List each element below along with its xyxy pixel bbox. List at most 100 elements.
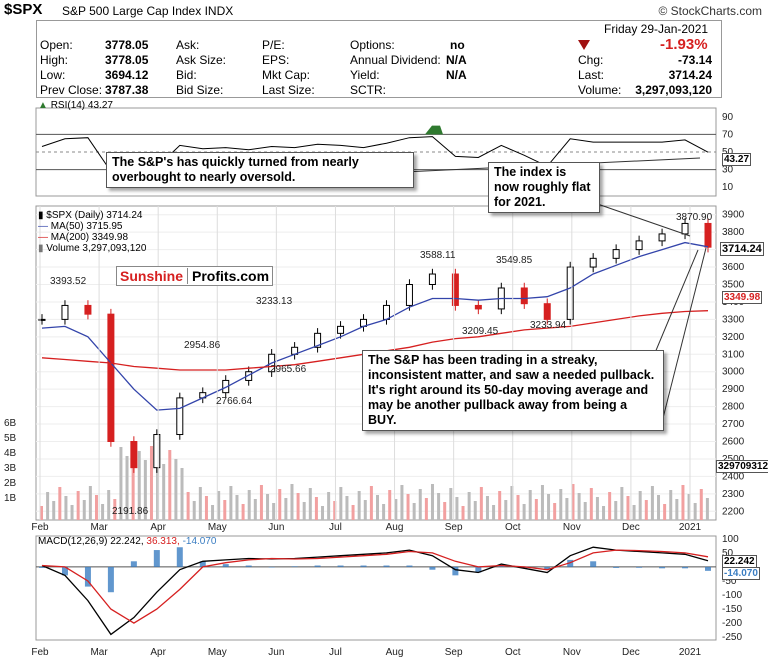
macd-hist-tag: -14.070: [722, 567, 760, 580]
annot-3588: 3588.11: [420, 250, 456, 261]
ma50-line: [41, 241, 709, 411]
volume-bar: [589, 488, 593, 520]
macd-hist-bar: [199, 561, 206, 567]
price-legend: ▮ $SPX (Daily) 3714.24 — MA(50) 3715.95 …: [38, 210, 147, 254]
candle-body: [520, 287, 528, 305]
candle-body: [428, 273, 436, 285]
macd-hist-bar: [383, 565, 390, 567]
volume-bar: [424, 498, 428, 520]
candle-body: [543, 303, 551, 320]
volume-bar: [595, 497, 599, 520]
volume-bar: [162, 464, 166, 520]
price-axis-2900: 2900: [722, 384, 745, 395]
macd-month-label-Jul: Jul: [329, 647, 342, 658]
month-label-Oct: Oct: [505, 522, 521, 533]
volume-bar: [693, 503, 697, 520]
macd-month-label-2021: 2021: [679, 647, 702, 658]
month-label-Mar: Mar: [90, 522, 108, 533]
volume-bar: [369, 486, 373, 520]
volume-bar: [235, 495, 239, 520]
candle-body: [38, 318, 46, 321]
stat-col-1: Open: 3778.05 High: 3778.05 Low: 3694.12 Pr…: [40, 38, 149, 97]
macd-month-label-Nov: Nov: [563, 647, 581, 658]
candle-body: [153, 434, 161, 469]
volume-bar: [547, 494, 551, 520]
macd-hist-bar: [613, 566, 620, 568]
volume-bar: [510, 486, 514, 520]
volume-bar: [40, 506, 43, 520]
macd-month-label-Mar: Mar: [90, 647, 108, 658]
ma200-tag: 3349.98: [722, 291, 763, 304]
volume-bar: [113, 499, 117, 520]
candle-body: [130, 441, 138, 469]
stat-col-4: Options: no Annual Dividend: N/A Yield: N/A…: [350, 38, 467, 97]
volume-bar: [302, 502, 306, 520]
macd-month-label-Dec: Dec: [622, 647, 640, 658]
index-name: S&P 500 Large Cap Index INDX: [62, 4, 234, 18]
month-label-Nov: Nov: [563, 522, 581, 533]
macd-hist-bar: [130, 561, 137, 567]
macd-axis--150: -150: [722, 604, 742, 615]
macd-hist-bar: [659, 566, 666, 569]
price-axis-3200: 3200: [722, 332, 745, 343]
volume-bar: [247, 490, 251, 520]
volume-bar: [363, 500, 367, 520]
volume-bar: [143, 460, 147, 520]
volume-bar: [296, 493, 300, 520]
volume-bar: [351, 505, 355, 520]
volume-bar: [382, 504, 386, 520]
volume-bar: [376, 495, 379, 520]
annot-2954: 2954.86: [184, 340, 221, 351]
volume-tag: 3297093120: [716, 460, 768, 473]
volume-bar: [681, 485, 685, 520]
volume-bar: [528, 490, 532, 520]
brand: © StockCharts.com: [658, 4, 762, 18]
rsi-axis-90: 90: [722, 112, 734, 123]
main-note-pointer-2: [659, 247, 707, 431]
volume-bar: [406, 494, 410, 520]
macd-axis-100: 100: [722, 534, 739, 545]
volume-bar: [504, 500, 508, 520]
month-label-Sep: Sep: [445, 522, 463, 533]
main-note-pointer: [651, 249, 699, 361]
volume-bar: [473, 501, 477, 520]
volume-bar: [52, 501, 56, 520]
volume-bar: [418, 489, 422, 520]
macd-axis--200: -200: [722, 618, 742, 629]
volume-bar: [180, 468, 184, 520]
macd-legend: MACD(12,26,9) 22.242, 36.313, -14.070: [38, 536, 217, 547]
macd-hist-bar: [452, 566, 459, 576]
volume-bar: [467, 492, 471, 520]
volume-bar: [632, 505, 636, 520]
macd-axis--50: -50: [722, 576, 737, 587]
volume-bar: [119, 447, 123, 520]
candle-body: [107, 313, 115, 442]
macd-hist-bar: [682, 566, 689, 569]
volume-bar: [705, 498, 709, 520]
quote-summary: Chg: -73.14 Last: 3714.24 Volume: 3,297,093…: [578, 53, 712, 97]
main-note: The S&P has been trading in a streaky, i…: [362, 350, 664, 431]
price-axis-2800: 2800: [722, 402, 745, 413]
month-label-Feb: Feb: [31, 522, 49, 533]
volume-bar: [553, 503, 557, 520]
volume-bar: [412, 503, 416, 520]
volume-bar: [650, 486, 654, 520]
volume-bar: [76, 491, 80, 520]
macd-hist-bar: [84, 566, 91, 587]
candle-body: [566, 266, 574, 320]
volume-bar: [540, 485, 544, 520]
annot-2965: 2965.66: [270, 364, 307, 375]
volume-bar: [259, 485, 263, 520]
month-label-2021: 2021: [679, 522, 702, 533]
volume-bar: [608, 492, 612, 520]
macd-hist-bar: [636, 566, 643, 568]
price-axis-3600: 3600: [722, 262, 745, 273]
month-label-Dec: Dec: [622, 522, 640, 533]
volume-bar: [223, 500, 227, 520]
quote-date: Friday 29-Jan-2021: [604, 22, 709, 36]
price-axis-2500: 2500: [722, 454, 745, 465]
volume-bar: [657, 495, 661, 520]
month-label-Jun: Jun: [268, 522, 284, 533]
vol-axis-2B: 2B: [4, 478, 17, 489]
rsi-axis-10: 10: [722, 182, 734, 193]
